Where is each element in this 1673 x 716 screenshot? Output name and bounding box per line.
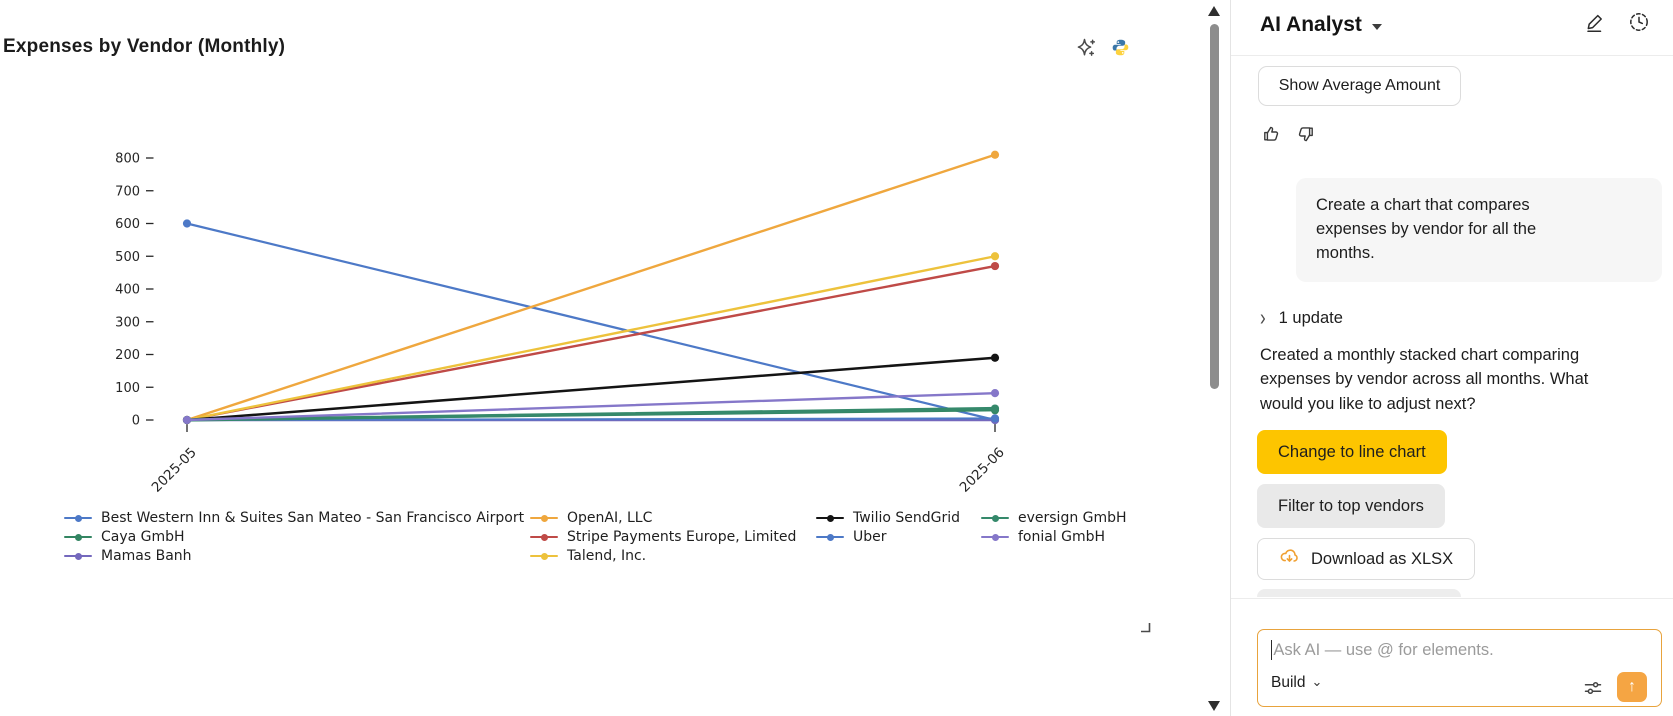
scrollbar-down-arrow[interactable] — [1208, 701, 1220, 711]
updates-label: 1 update — [1278, 308, 1343, 327]
legend-label: OpenAI, LLC — [567, 510, 653, 526]
legend-marker — [816, 533, 844, 542]
assistant-message: Created a monthly stacked chart comparin… — [1260, 346, 1589, 413]
download-xlsx-button[interactable]: Download as XLSX — [1257, 538, 1476, 580]
chart-title: Expenses by Vendor (Monthly) — [3, 36, 286, 57]
panel-header: AI Analyst — [1231, 0, 1673, 56]
legend-item: Uber — [816, 528, 887, 546]
y-tick-label: 200 — [115, 348, 140, 363]
y-tick-label: 0 — [132, 414, 140, 429]
legend-item: eversign GmbH — [981, 509, 1127, 527]
ai-analyst-panel: AI Analyst Show Average Amou — [1230, 0, 1673, 716]
legend-marker — [981, 514, 1009, 523]
legend-label: Best Western Inn & Suites San Mateo - Sa… — [101, 510, 525, 526]
sliders-settings-icon[interactable] — [1583, 678, 1603, 703]
ask-ai-placeholder: Ask AI — use @ for elements. — [1273, 640, 1494, 659]
y-tick-label: 700 — [115, 184, 140, 199]
legend-item: Twilio SendGrid — [816, 509, 960, 527]
legend-item: fonial GmbH — [981, 528, 1105, 546]
arrow-up-icon: ↑ — [1628, 678, 1636, 695]
build-mode-dropdown[interactable]: Build ⌄ — [1271, 674, 1322, 692]
y-tick-label: 300 — [115, 315, 140, 330]
legend-label: Stripe Payments Europe, Limited — [567, 529, 797, 545]
panel-title: AI Analyst — [1260, 13, 1362, 36]
chevron-down-icon: ⌄ — [1311, 674, 1323, 689]
y-axis: 0 100 200 300 400 500 600 700 800 — [115, 152, 154, 429]
legend-marker — [981, 533, 1009, 542]
edit-pencil-icon[interactable] — [1584, 11, 1607, 39]
y-tick-label: 800 — [115, 152, 140, 167]
x-tick-label: 2025-06 — [957, 445, 1008, 496]
legend-label: eversign GmbH — [1018, 510, 1127, 526]
change-to-line-chart-button[interactable]: Change to line chart — [1257, 430, 1447, 474]
legend-marker — [64, 514, 92, 523]
legend-item: Best Western Inn & Suites San Mateo - Sa… — [64, 509, 524, 527]
chart-toolbar — [1074, 36, 1130, 64]
download-xlsx-label: Download as XLSX — [1311, 549, 1454, 568]
legend-label: fonial GmbH — [1018, 529, 1106, 545]
legend-item: Talend, Inc. — [530, 547, 646, 565]
python-logo-icon[interactable] — [1111, 38, 1130, 62]
expenses-chart: 0 100 200 300 400 500 600 700 800 2025-05 2025-06 — [115, 150, 1008, 496]
legend-label: Mamas Banh — [101, 548, 192, 564]
y-tick-label: 600 — [115, 217, 140, 232]
cloud-download-icon — [1279, 546, 1300, 572]
filter-to-top-vendors-button[interactable]: Filter to top vendors — [1257, 484, 1445, 528]
panel-title-dropdown[interactable]: AI Analyst — [1260, 13, 1382, 37]
chevron-right-icon: › — [1260, 304, 1266, 331]
legend-marker — [64, 533, 92, 542]
legend-label: Uber — [853, 529, 887, 545]
y-tick-label: 100 — [115, 381, 140, 396]
sparkle-ai-icon[interactable] — [1074, 36, 1097, 64]
legend-label: Talend, Inc. — [567, 548, 647, 564]
y-tick-label: 500 — [115, 250, 140, 265]
updates-toggle[interactable]: › 1 update — [1260, 305, 1343, 331]
legend-marker — [64, 552, 92, 561]
y-tick-label: 400 — [115, 283, 140, 298]
send-button[interactable]: ↑ — [1617, 672, 1647, 702]
user-message-bubble: Create a chart that compares expenses by… — [1296, 178, 1662, 282]
legend-item: Mamas Banh — [64, 547, 192, 565]
history-clock-icon[interactable] — [1627, 10, 1651, 39]
show-average-amount-button[interactable]: Show Average Amount — [1258, 66, 1461, 106]
legend-item: Stripe Payments Europe, Limited — [530, 528, 796, 546]
thumbs-down-icon[interactable] — [1295, 124, 1315, 149]
series-9 — [182, 389, 1000, 425]
thumbs-up-icon[interactable] — [1262, 124, 1282, 149]
build-mode-label: Build — [1271, 674, 1306, 691]
legend-label: Twilio SendGrid — [853, 510, 961, 526]
legend-item: Caya GmbH — [64, 528, 185, 546]
scrollbar-up-arrow[interactable] — [1208, 6, 1220, 16]
series-0 — [182, 219, 1000, 425]
legend-label: Caya GmbH — [101, 529, 185, 545]
x-tick-label: 2025-05 — [149, 445, 200, 496]
legend-marker — [530, 533, 558, 542]
user-message-text: Create a chart that compares expenses by… — [1316, 196, 1537, 262]
legend-marker — [816, 514, 844, 523]
resize-corner-icon[interactable] — [1138, 620, 1153, 640]
scrollbar-thumb[interactable] — [1210, 24, 1219, 389]
text-cursor — [1271, 640, 1273, 660]
partial-suggestion-button[interactable] — [1257, 589, 1461, 597]
series-3 — [182, 150, 1000, 425]
ask-ai-input[interactable]: Ask AI — use @ for elements. Build ⌄ ↑ — [1257, 629, 1662, 707]
legend-marker — [530, 514, 558, 523]
chart-legend: Best Western Inn & Suites San Mateo - Sa… — [0, 0, 1200, 564]
x-axis: 2025-05 2025-06 — [149, 424, 1008, 496]
legend-item: OpenAI, LLC — [530, 509, 652, 527]
chevron-down-icon — [1371, 24, 1382, 30]
legend-marker — [530, 552, 558, 561]
panel-footer: Ask AI — use @ for elements. Build ⌄ ↑ — [1231, 598, 1673, 716]
